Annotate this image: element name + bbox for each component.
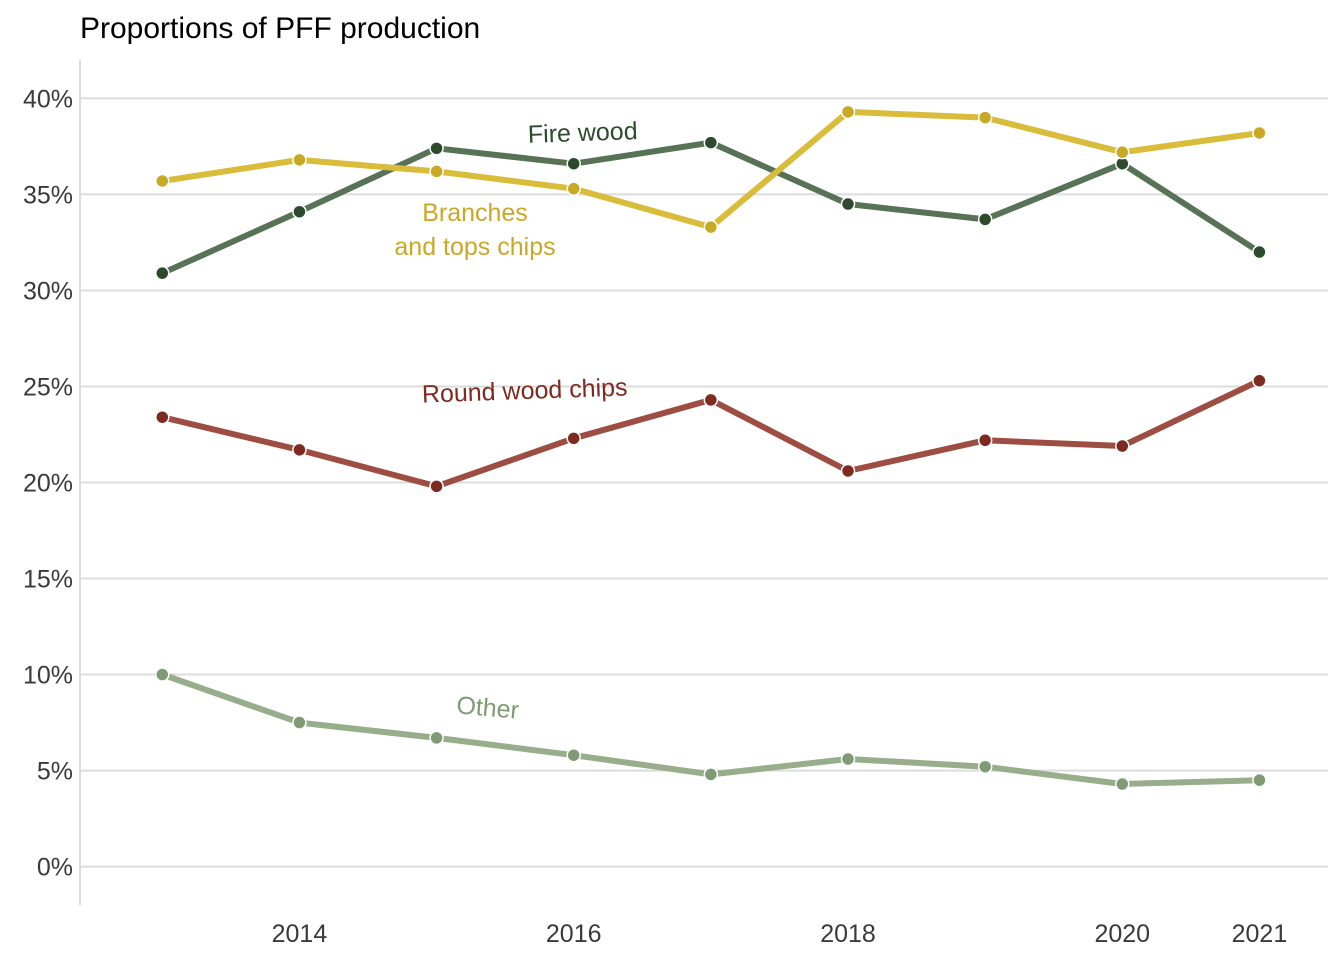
data-point [977,433,993,448]
x-axis-ticks: 2014 2016 2018 2020 2021 [272,920,1288,948]
series-lines [155,104,1267,792]
data-point [703,392,719,408]
data-point [1252,772,1267,788]
data-point [566,156,581,171]
y-tick-label: 25% [23,373,73,401]
data-point [429,479,444,494]
series-label-fire-wood: Fire wood [527,117,638,149]
gridlines [80,97,1328,868]
data-point [977,212,993,227]
data-point [703,767,719,782]
data-point [429,164,444,179]
data-point [703,135,719,150]
data-point [1115,144,1130,160]
series-label-other: Other [455,691,520,724]
series-label-branches-line1: Branches [422,199,528,227]
y-tick-label: 35% [23,181,73,209]
x-tick-label: 2014 [272,920,328,948]
x-tick-label: 2018 [820,920,876,948]
y-axis-ticks: 0% 5% 10% 15% 20% 25% 30% 35% 40% [23,85,73,881]
data-point [292,442,307,458]
series-3 [155,667,1267,792]
data-point [1252,373,1267,388]
data-point [840,463,856,479]
y-tick-label: 15% [23,566,73,594]
chart-title: Proportions of PFF production [80,12,480,45]
data-point [1252,125,1267,141]
y-tick-label: 5% [37,758,73,786]
series-label-branches-line2: and tops chips [394,233,555,261]
data-point [429,730,444,746]
x-tick-label: 2021 [1232,920,1288,948]
series-2 [155,373,1267,494]
series-label-round-wood-chips: Round wood chips [421,373,628,408]
data-point [566,431,581,446]
data-point [977,110,993,125]
data-point [292,152,307,168]
data-point [703,219,719,235]
y-tick-label: 40% [23,85,73,113]
data-point [840,196,856,212]
data-point [429,141,444,156]
x-tick-label: 2020 [1094,920,1150,948]
x-tick-label: 2016 [546,920,602,948]
data-point [155,265,170,281]
series-0 [155,135,1267,281]
data-point [155,173,170,189]
data-point [292,715,307,730]
data-point [155,667,170,682]
y-tick-label: 0% [37,854,73,882]
data-point [566,747,581,763]
series-1 [155,104,1267,235]
data-point [1252,244,1267,260]
data-point [155,409,170,425]
series-line [159,108,1263,231]
y-tick-label: 20% [23,470,73,498]
y-tick-label: 30% [23,277,73,305]
data-point [840,104,856,120]
data-point [566,181,581,196]
data-point [1115,776,1130,792]
data-point [977,759,993,774]
series-labels: Fire wood Branches and tops chips Round … [394,117,638,725]
data-point [840,751,856,767]
y-tick-label: 10% [23,662,73,690]
data-point [1115,438,1130,454]
data-point [292,204,307,219]
